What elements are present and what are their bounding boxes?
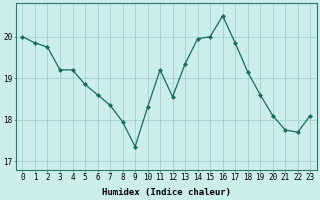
X-axis label: Humidex (Indice chaleur): Humidex (Indice chaleur) xyxy=(102,188,231,197)
